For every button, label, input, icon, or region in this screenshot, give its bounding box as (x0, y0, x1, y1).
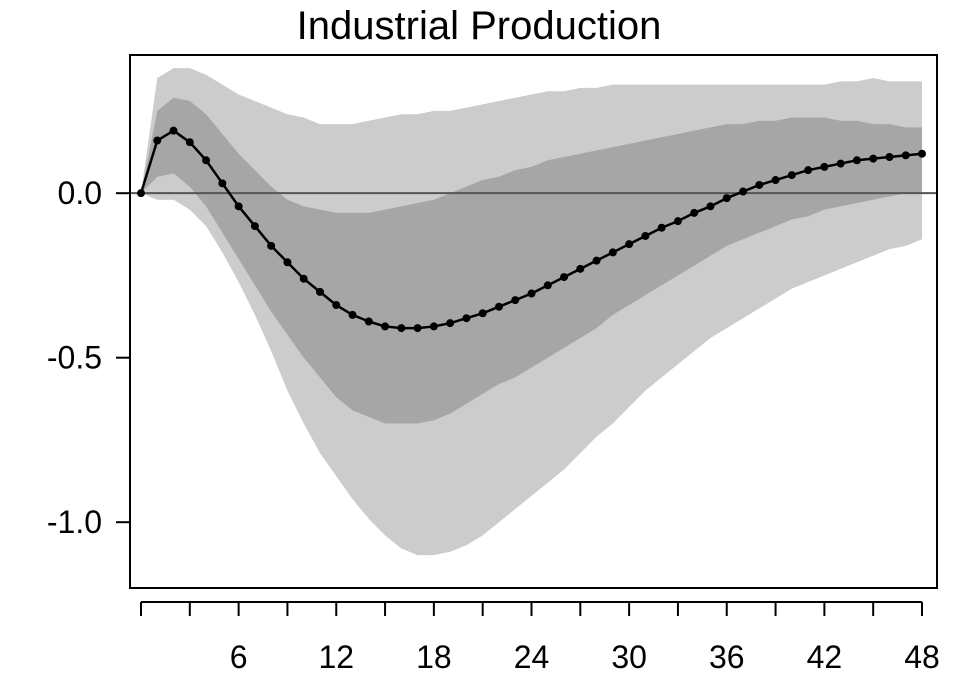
data-point (169, 126, 178, 135)
data-point (348, 310, 357, 319)
data-point (706, 202, 715, 211)
impulse-response-series (137, 126, 926, 333)
data-point (299, 274, 308, 283)
data-point (739, 187, 748, 196)
inner-confidence-band (141, 97, 922, 424)
data-point (153, 136, 162, 145)
data-point (234, 202, 243, 211)
plot-frame (129, 54, 938, 589)
data-point (429, 322, 438, 331)
data-point (218, 179, 227, 188)
data-point (397, 324, 406, 333)
data-point (332, 301, 341, 310)
data-point (560, 273, 569, 282)
data-point (267, 241, 276, 250)
data-point (722, 194, 731, 203)
data-point (185, 138, 194, 147)
data-point (690, 208, 699, 217)
x-tick-label: 12 (318, 639, 354, 675)
data-point (820, 162, 829, 171)
data-point (755, 180, 764, 189)
data-point (283, 258, 292, 267)
x-tick-label: 42 (807, 639, 843, 675)
x-tick-label: 30 (611, 639, 647, 675)
x-axis: 6 12 18 24 30 36 42 48 (140, 601, 940, 675)
data-point (364, 317, 373, 326)
data-point (787, 171, 796, 180)
data-point (657, 223, 666, 232)
data-point (771, 176, 780, 185)
y-axis: 0.0 -0.5 -1.0 (47, 175, 130, 540)
data-point (381, 322, 390, 331)
data-point (869, 154, 878, 163)
x-tick-label: 36 (709, 639, 745, 675)
data-point (527, 289, 536, 298)
data-point (901, 151, 910, 160)
data-point (511, 296, 520, 305)
x-tick-label: 18 (416, 639, 452, 675)
chart-title: Industrial Production (296, 4, 662, 48)
data-point (836, 159, 845, 168)
data-point (804, 166, 813, 175)
data-point (462, 314, 471, 323)
data-point (494, 302, 503, 311)
data-point (673, 217, 682, 226)
data-point (625, 240, 634, 249)
data-point (576, 264, 585, 273)
y-tick-label: -1.0 (47, 504, 102, 540)
y-tick-label: -0.5 (47, 340, 102, 376)
data-point (918, 149, 926, 158)
y-tick-label: 0.0 (58, 175, 102, 211)
confidence-bands (141, 68, 922, 556)
data-point (137, 189, 145, 198)
data-point (543, 281, 552, 290)
data-point (885, 152, 894, 161)
data-point (413, 324, 422, 333)
data-point (315, 287, 324, 296)
data-point (202, 156, 211, 165)
data-point (852, 156, 861, 165)
data-point (446, 319, 455, 328)
data-point (608, 248, 617, 257)
data-point (478, 309, 487, 318)
data-point (250, 222, 259, 231)
x-tick-label: 24 (514, 639, 550, 675)
data-point (592, 256, 601, 265)
x-tick-label: 48 (904, 639, 940, 675)
x-tick-label: 6 (230, 639, 248, 675)
data-point (641, 231, 650, 240)
